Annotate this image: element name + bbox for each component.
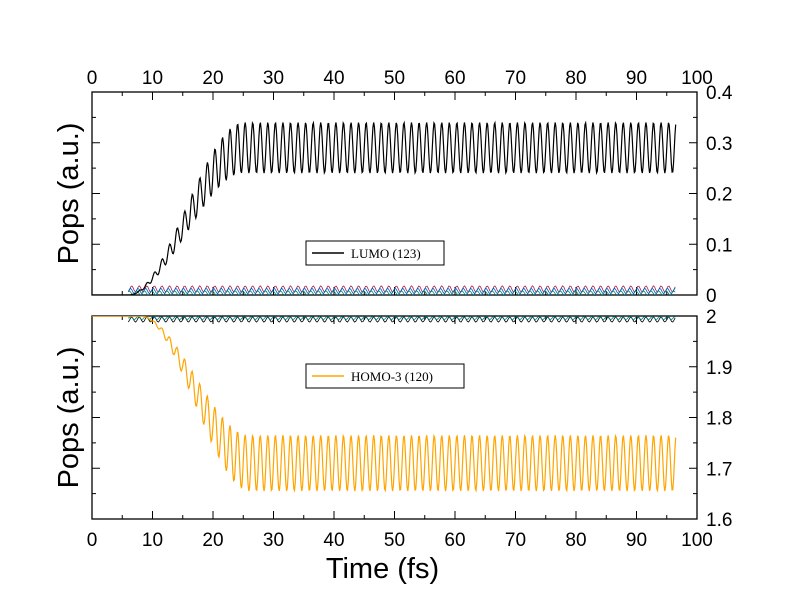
x-tick-label: 90: [626, 530, 647, 551]
y-tick-label: 0.1: [706, 235, 732, 256]
x-tick-label: 40: [323, 530, 344, 551]
minor-series-line: [127, 316, 676, 323]
x-tick-label: 60: [444, 68, 465, 89]
y-tick-label: 1.9: [706, 358, 732, 379]
y-tick-label: 0: [706, 286, 717, 307]
x-tick-label: 0: [87, 530, 98, 551]
minor-series-line: [127, 316, 676, 321]
series-line-homo-3-120: [92, 316, 677, 493]
x-tick-label: 10: [142, 68, 163, 89]
x-tick-label: 100: [681, 530, 713, 551]
x-tick-label: 80: [565, 530, 586, 551]
x-tick-label: 30: [263, 530, 284, 551]
top-panel: 0 10 20 30 40 50 60 70 80 90 100 0 0.1 0.2 0.3 0.4 Pops …: [53, 68, 733, 307]
y-tick-label: 1.6: [706, 510, 732, 531]
series-line-lumo-123: [92, 120, 677, 295]
minor-series-line: [128, 290, 676, 295]
plot-frame: [91, 315, 698, 520]
x-tick-label: 50: [384, 68, 405, 89]
y-axis-title: Pops (a.u.): [53, 347, 85, 489]
y-tick-label: 1.7: [706, 459, 732, 480]
x-tick-label: 40: [323, 68, 344, 89]
x-tick-label: 30: [263, 68, 284, 89]
x-axis-title: Time (fs): [326, 553, 439, 585]
legend: HOMO-3 (120): [305, 363, 465, 389]
plot-area: [92, 316, 677, 493]
x-tick-label: 20: [202, 530, 223, 551]
y-tick-label: 0.2: [706, 185, 732, 206]
x-tick-label: 10: [142, 530, 163, 551]
y-tick-label: 1.8: [706, 409, 732, 430]
y-tick-label: 2: [706, 307, 717, 328]
x-tick-label: 50: [384, 530, 405, 551]
y-tick-label: 0.3: [706, 134, 732, 155]
x-tick-label: 20: [202, 68, 223, 89]
x-tick-label: 100: [681, 68, 713, 89]
legend-label: LUMO (123): [351, 246, 421, 261]
x-tick-label: 70: [505, 530, 526, 551]
y-axis-title: Pops (a.u.): [53, 123, 85, 265]
x-tick-label: 0: [87, 68, 98, 89]
x-tick-label: 60: [444, 530, 465, 551]
legend: LUMO (123): [305, 240, 445, 266]
x-tick-label: 70: [505, 68, 526, 89]
plot-area: [92, 120, 677, 295]
x-tick-label: 80: [565, 68, 586, 89]
minor-series-line: [127, 287, 676, 295]
legend-label: HOMO-3 (120): [351, 369, 433, 384]
y-tick-label: 0.4: [706, 83, 733, 104]
x-tick-label: 90: [626, 68, 647, 89]
